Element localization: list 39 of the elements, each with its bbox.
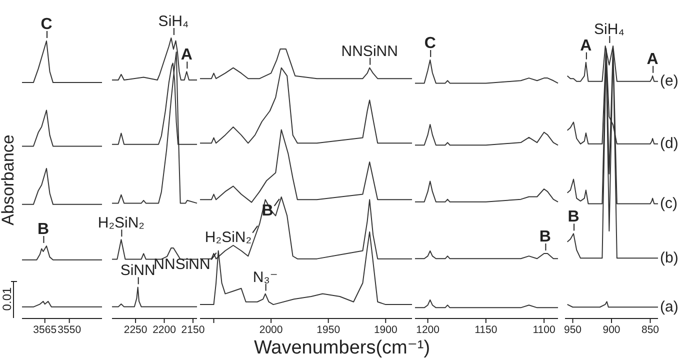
annotation: B xyxy=(262,202,274,220)
annotation: NNSiNN xyxy=(154,256,210,273)
annotation: B xyxy=(37,220,50,238)
annotation: SiH₄ xyxy=(594,21,624,38)
x-tick-label: 850 xyxy=(641,324,660,336)
x-tick-label: 900 xyxy=(602,324,620,336)
x-axis-title: Wavenumbers(cm⁻¹) xyxy=(254,338,430,359)
annotation: SiNN xyxy=(120,262,156,280)
x-tick-label: 3565 xyxy=(33,324,57,336)
annotation: A xyxy=(580,37,592,54)
series-label: (d) xyxy=(660,135,678,152)
annotation: C xyxy=(40,16,53,33)
annotation: B xyxy=(539,228,551,246)
scale-bar: 0.01 xyxy=(0,281,20,318)
annotation: N₃⁻ xyxy=(252,268,278,286)
x-tick-label: 3550 xyxy=(58,324,82,336)
x-tick-label: 1950 xyxy=(316,324,340,336)
annotation: C xyxy=(424,35,436,52)
annotation: H₂SiN₂ xyxy=(204,228,252,246)
series-label: (b) xyxy=(660,249,678,266)
annotation: NNSiNN xyxy=(341,42,398,60)
x-tick-label: 1150 xyxy=(474,324,498,336)
series-label: (c) xyxy=(660,194,678,212)
y-axis-title: Absorbance xyxy=(0,134,18,226)
series-label: (a) xyxy=(660,298,678,316)
x-tick-label: 2250 xyxy=(124,324,148,336)
annotation: SiH₄ xyxy=(158,13,189,30)
x-tick-label: 1100 xyxy=(532,324,556,336)
x-tick-label: 2000 xyxy=(259,324,283,336)
x-tick-label: 2150 xyxy=(181,324,205,336)
annotation: H₂SiN₂ xyxy=(98,214,145,232)
x-tick-label: 2200 xyxy=(152,324,176,336)
annotation: A xyxy=(646,50,659,68)
series-label: (e) xyxy=(660,72,678,90)
x-tick-label: 1900 xyxy=(374,324,398,336)
annotation: B xyxy=(568,208,580,226)
x-tick-label: 950 xyxy=(564,324,582,336)
annotation: A xyxy=(180,46,193,64)
x-tick-label: 1200 xyxy=(416,324,440,336)
